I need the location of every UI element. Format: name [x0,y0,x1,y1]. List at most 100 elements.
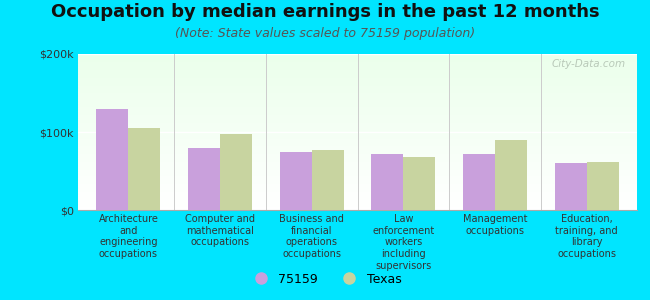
Bar [78,193,637,194]
Bar [78,115,637,116]
Bar [78,73,637,74]
Bar [78,112,637,113]
Bar [78,62,637,63]
Bar [78,158,637,160]
Bar [463,154,495,210]
Bar [78,205,637,207]
Bar [78,165,637,166]
Bar [78,71,637,73]
Bar [78,68,637,70]
Bar [78,184,637,185]
Bar [78,74,637,76]
Bar [78,124,637,126]
Bar [78,199,637,201]
Bar [78,169,637,171]
Bar [78,196,637,197]
Bar [78,208,637,210]
Bar [78,185,637,187]
Bar [129,128,161,210]
Bar [78,190,637,191]
Bar [78,102,637,104]
Bar [78,79,637,80]
Text: (Note: State values scaled to 75159 population): (Note: State values scaled to 75159 popu… [175,27,475,40]
Bar [78,77,637,79]
Bar [312,150,344,210]
Bar [78,197,637,199]
Bar [78,207,637,208]
Bar [78,149,637,151]
Bar [78,179,637,180]
Bar [78,88,637,90]
Bar [495,140,527,210]
Bar [78,204,637,205]
Bar [78,137,637,138]
Bar [78,109,637,110]
Bar [78,145,637,146]
Bar [78,130,637,132]
Bar [78,67,637,68]
Bar [78,94,637,96]
Bar [78,202,637,204]
Bar [78,65,637,67]
Bar [78,93,637,94]
Bar [78,76,637,77]
Bar [78,140,637,141]
Bar [78,116,637,118]
Bar [78,180,637,182]
Bar [78,107,637,109]
Bar [78,63,637,65]
Bar [78,146,637,148]
Bar [78,92,637,93]
Bar [78,60,637,62]
Bar [78,176,637,177]
Bar [280,152,312,210]
Bar [78,188,637,190]
Bar [78,187,637,188]
Bar [78,194,637,196]
Bar [78,143,637,145]
Bar [96,109,129,210]
Bar [78,138,637,140]
Bar [78,82,637,84]
Bar [371,154,403,210]
Bar [78,160,637,162]
Bar [78,96,637,98]
Bar [78,104,637,106]
Bar [78,168,637,170]
Bar [188,148,220,210]
Bar [78,155,637,157]
Bar [78,141,637,143]
Bar [78,172,637,174]
Text: City-Data.com: City-Data.com [552,59,626,69]
Bar [220,134,252,210]
Bar [78,177,637,179]
Bar [78,121,637,123]
Bar [78,132,637,134]
Bar [78,129,637,130]
Bar [78,99,637,101]
Bar [586,162,619,210]
Bar [78,162,637,163]
Bar [78,110,637,112]
Bar [78,84,637,85]
Bar [78,85,637,87]
Bar [78,87,637,88]
Bar [78,151,637,152]
Bar [78,201,637,202]
Bar [78,171,637,172]
Bar [78,163,637,165]
Bar [78,191,637,193]
Bar [78,70,637,71]
Bar [78,101,637,102]
Bar [78,134,637,135]
Bar [78,54,637,56]
Bar [78,119,637,121]
Bar [78,154,637,155]
Bar [78,123,637,124]
Bar [78,106,637,107]
Bar [78,90,637,92]
Bar [78,135,637,137]
Bar [403,157,436,210]
Bar [78,126,637,127]
Legend: 75159, Texas: 75159, Texas [243,268,407,291]
